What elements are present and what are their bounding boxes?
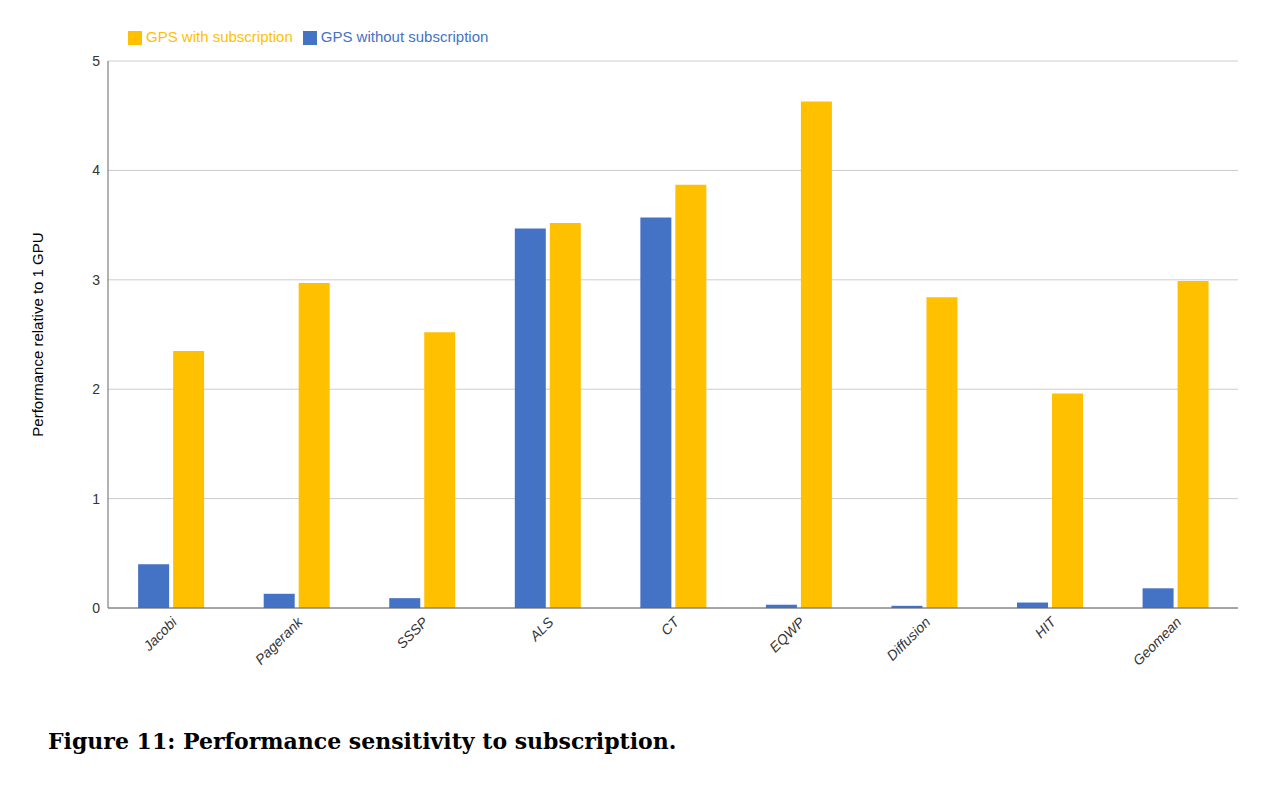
svg-text:Pagerank: Pagerank [252, 613, 306, 667]
svg-text:Geomean: Geomean [1130, 614, 1185, 669]
html-text:GPS without subscription: GPS without subscription [320, 28, 489, 45]
html-text:Figure 11: Performance sensiti: Figure 11: Performance sensitivity to su… [48, 728, 677, 754]
svg-text:Diffusion: Diffusion [883, 614, 933, 664]
svg-text:HIT: HIT [1032, 613, 1060, 641]
svg-text:CT: CT [658, 613, 684, 639]
svg-text:EQWP: EQWP [766, 613, 808, 655]
svg-text:1: 1 [92, 491, 100, 507]
svg-text:3: 3 [92, 272, 100, 288]
svg-text:5: 5 [92, 53, 100, 69]
svg-text:Jacobi: Jacobi [139, 613, 180, 654]
svg-text:SSSP: SSSP [393, 613, 431, 651]
html-text:GPS with subscription: GPS with subscription [146, 28, 293, 45]
svg-text:0: 0 [92, 600, 100, 616]
svg-text:4: 4 [92, 162, 100, 178]
svg-text:ALS: ALS [526, 613, 557, 644]
svg-text:Performance relative to 1 GPU: Performance relative to 1 GPU [29, 232, 46, 436]
svg-text:2: 2 [92, 381, 100, 397]
